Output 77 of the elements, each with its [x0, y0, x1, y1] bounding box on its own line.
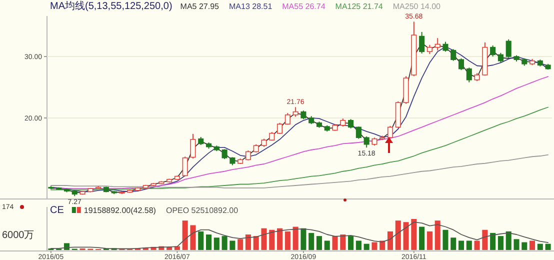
bar — [395, 220, 401, 250]
line-series — [50, 76, 548, 190]
bar — [308, 232, 314, 250]
candlestick — [356, 126, 362, 140]
bar — [458, 240, 464, 250]
text: MA5 27.95 — [180, 2, 220, 11]
bar — [356, 240, 362, 250]
bar — [277, 228, 283, 250]
bar — [411, 219, 417, 250]
bar — [419, 226, 425, 250]
bar — [206, 234, 212, 250]
bar — [537, 244, 543, 250]
candlestick — [419, 31, 425, 54]
bar — [490, 232, 496, 250]
bar — [245, 234, 251, 250]
text: MA250 14.00 — [392, 2, 442, 11]
bar — [530, 240, 536, 250]
text: MA55 26.74 — [282, 2, 326, 11]
candlestick — [490, 44, 496, 58]
bar — [514, 239, 520, 250]
line-series — [50, 154, 548, 188]
candlestick — [498, 52, 504, 64]
bar — [214, 238, 220, 250]
candlestick — [434, 38, 440, 51]
bar — [182, 220, 188, 250]
bar — [426, 231, 432, 250]
bar — [372, 242, 378, 250]
candlestick — [182, 156, 188, 177]
bar — [364, 244, 370, 250]
bar — [316, 236, 322, 250]
bar — [238, 239, 244, 250]
legend-title: CE — [50, 205, 64, 216]
bar — [434, 220, 440, 250]
bar — [380, 240, 386, 250]
candlestick — [364, 136, 370, 148]
bar — [506, 231, 512, 250]
bar — [300, 228, 306, 250]
text: MA125 21.74 — [335, 2, 384, 11]
candlestick — [245, 150, 251, 161]
text: MA13 28.51 — [229, 2, 273, 11]
candlestick — [190, 133, 196, 159]
legend-title: MA均线(5,13,55,125,250,0) — [50, 0, 172, 12]
bar — [222, 236, 228, 250]
bar — [190, 225, 196, 250]
bar — [230, 240, 236, 250]
bar — [403, 222, 409, 250]
candlestick — [426, 44, 432, 55]
bar — [324, 240, 330, 250]
bar — [198, 231, 204, 250]
bar — [261, 228, 267, 250]
bar — [482, 230, 488, 250]
bar — [522, 242, 528, 250]
text: 6000万 — [2, 230, 34, 241]
bar — [474, 240, 480, 250]
bar — [498, 236, 504, 250]
bar — [387, 231, 394, 250]
candlestick — [442, 41, 448, 52]
candlestick — [506, 38, 512, 58]
legend-label: 19158892.00(42.58) — [84, 206, 156, 215]
bar — [545, 244, 551, 250]
candlestick — [458, 58, 464, 71]
bar — [284, 231, 290, 250]
text: OPEO 52510892.00 — [166, 206, 239, 215]
bar — [466, 240, 472, 250]
candlestick — [292, 106, 298, 118]
candlestick — [466, 67, 472, 83]
bar — [348, 236, 354, 250]
bar — [340, 234, 346, 250]
bar — [253, 236, 259, 250]
candlestick — [277, 122, 283, 134]
bar — [292, 226, 298, 250]
bar — [450, 238, 456, 250]
bar — [332, 236, 338, 250]
candlestick — [348, 118, 354, 129]
bar — [442, 230, 448, 250]
candlestick — [450, 48, 456, 62]
bar — [269, 230, 275, 250]
